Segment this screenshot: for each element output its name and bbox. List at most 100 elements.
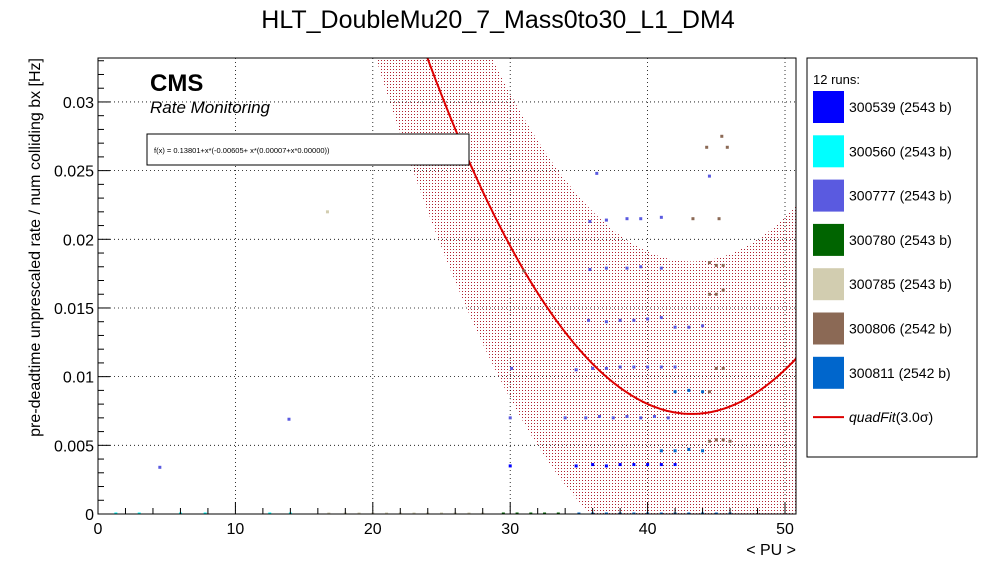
point-series-5-12 xyxy=(714,263,718,267)
point-series-5-7 xyxy=(707,439,711,443)
point-series-4-11 xyxy=(467,512,471,514)
point-series-4-0 xyxy=(325,210,329,214)
x-tick-label-3: 30 xyxy=(501,521,519,538)
point-series-4-5 xyxy=(385,512,389,514)
point-series-5-6 xyxy=(721,288,725,292)
point-series-2-23 xyxy=(632,318,636,322)
y-axis: 0 0.005 0.01 0.015 0.02 0.025 0.03 xyxy=(54,60,110,524)
point-series-0-5 xyxy=(632,463,636,467)
point-series-2-30 xyxy=(604,266,608,270)
point-series-1-1 xyxy=(137,512,141,514)
point-series-2-22 xyxy=(618,318,622,322)
point-series-2-4 xyxy=(584,416,588,420)
point-series-2-15 xyxy=(618,365,622,369)
legend-swatch-5 xyxy=(813,312,844,345)
fit-line xyxy=(426,58,796,415)
point-series-2-28 xyxy=(701,324,705,328)
point-series-2-38 xyxy=(659,215,663,219)
point-series-3-0 xyxy=(501,512,505,514)
legend-label-3: 300780 (2543 b) xyxy=(849,232,952,248)
point-series-2-29 xyxy=(588,268,592,272)
y-tick-label-5: 0.025 xyxy=(54,164,94,181)
x-tick-label-5: 50 xyxy=(776,521,794,538)
point-series-5-14 xyxy=(691,217,695,221)
y-tick-label-6: 0.03 xyxy=(63,95,94,112)
x-axis-label: < PU > xyxy=(746,542,796,559)
point-series-2-33 xyxy=(659,266,663,270)
point-series-5-4 xyxy=(707,292,711,296)
point-series-4-1 xyxy=(327,512,331,514)
point-series-5-2 xyxy=(714,366,718,370)
point-series-5-8 xyxy=(714,438,718,442)
legend-swatch-3 xyxy=(813,223,844,256)
legend-swatch-4 xyxy=(813,268,844,301)
point-series-2-32 xyxy=(639,265,643,269)
x-tick-label-2: 20 xyxy=(364,521,382,538)
point-series-2-31 xyxy=(625,266,629,270)
legend-label-4: 300785 (2543 b) xyxy=(849,276,952,292)
point-series-6-2 xyxy=(687,447,691,451)
point-series-0-3 xyxy=(604,464,608,468)
legend-fit-label: quadFit(3.0σ) xyxy=(849,409,933,425)
point-series-6-9 xyxy=(714,512,718,514)
point-series-2-21 xyxy=(604,320,608,324)
point-series-5-3 xyxy=(721,366,725,370)
legend-swatch-6 xyxy=(813,356,844,389)
legend-label-2: 300777 (2543 b) xyxy=(849,188,952,204)
fit-formula: f(x) = 0.13801+x*(-0.00605+ x*(0.00007+x… xyxy=(154,146,330,155)
point-series-0-4 xyxy=(618,463,622,467)
point-series-2-7 xyxy=(625,414,629,418)
point-series-5-11 xyxy=(707,261,711,265)
point-series-6-13 xyxy=(604,512,608,514)
legend-label-0: 300539 (2543 b) xyxy=(849,99,952,115)
point-series-3-3 xyxy=(543,512,547,514)
point-series-2-19 xyxy=(673,365,677,369)
point-series-2-27 xyxy=(687,325,691,329)
point-series-2-18 xyxy=(659,365,663,369)
point-series-2-1 xyxy=(287,417,291,421)
point-series-2-12 xyxy=(574,368,578,372)
point-series-2-26 xyxy=(673,325,677,329)
point-series-5-18 xyxy=(725,145,729,149)
y-axis-label: pre-deadtime unprescaled rate / num coll… xyxy=(27,58,44,437)
point-series-6-11 xyxy=(577,512,581,514)
point-series-2-25 xyxy=(659,316,663,320)
point-series-5-15 xyxy=(717,217,721,221)
point-series-4-7 xyxy=(412,512,416,514)
legend-label-1: 300560 (2543 b) xyxy=(849,143,952,159)
x-axis: 0 10 20 30 40 50 xyxy=(94,502,794,538)
point-series-5-16 xyxy=(705,145,709,149)
point-series-6-1 xyxy=(673,449,677,453)
point-series-0-1 xyxy=(574,464,578,468)
x-tick-label-1: 10 xyxy=(227,521,245,538)
point-series-1-3 xyxy=(203,512,207,514)
point-series-5-17 xyxy=(720,134,724,138)
point-series-4-3 xyxy=(357,512,361,514)
point-series-6-6 xyxy=(701,390,705,394)
point-series-5-13 xyxy=(721,263,725,267)
plot-border xyxy=(97,57,797,515)
point-series-6-5 xyxy=(687,388,691,392)
point-series-2-37 xyxy=(639,217,643,221)
y-tick-label-1: 0.005 xyxy=(54,438,94,455)
point-series-0-2 xyxy=(591,463,595,467)
point-series-1-0 xyxy=(114,512,118,514)
cms-sublabel: Rate Monitoring xyxy=(150,98,271,117)
chart-title: HLT_DoubleMu20_7_Mass0to30_L1_DM4 xyxy=(261,6,735,34)
point-series-2-16 xyxy=(632,365,636,369)
point-series-3-1 xyxy=(515,512,519,514)
legend-swatch-0 xyxy=(813,91,844,123)
point-series-2-8 xyxy=(639,416,643,420)
y-tick-label-0: 0 xyxy=(85,507,94,524)
point-series-2-13 xyxy=(591,366,595,370)
point-series-2-14 xyxy=(604,366,608,370)
point-series-2-5 xyxy=(598,414,602,418)
point-series-0-6 xyxy=(646,463,650,467)
point-series-2-39 xyxy=(595,171,599,175)
point-series-2-36 xyxy=(625,217,629,221)
point-series-2-0 xyxy=(158,465,162,469)
point-series-5-1 xyxy=(707,390,711,394)
point-series-2-6 xyxy=(611,416,615,420)
data-points xyxy=(114,134,732,514)
y-tick-label-3: 0.015 xyxy=(54,301,94,318)
